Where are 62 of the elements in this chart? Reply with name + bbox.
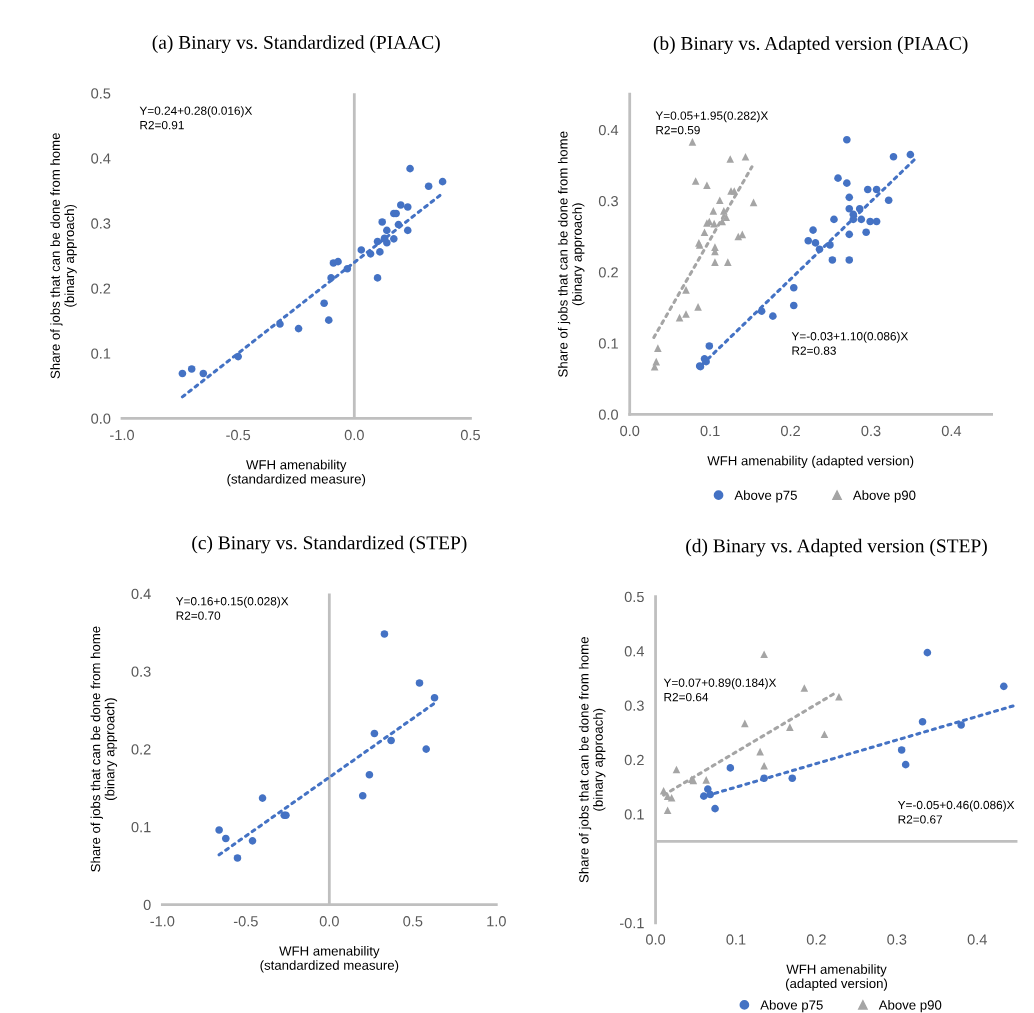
x-tick-label: 0.3 <box>887 934 907 945</box>
y-tick-label: 0.3 <box>131 666 151 677</box>
x-tick-label: -1.0 <box>110 429 135 441</box>
legend-label: Above p75 <box>734 490 797 503</box>
legend-label: Above p90 <box>878 999 942 1013</box>
x-tick-label: -1.0 <box>150 916 175 927</box>
x-tick-label: 0.0 <box>319 916 339 927</box>
x-tick-label: 0.4 <box>941 425 962 437</box>
x-tick-label: 0.2 <box>806 934 826 945</box>
y-tick-label: 0.2 <box>131 744 151 755</box>
y-axis-title: Share of jobs that can be done from home (binary approach) <box>90 626 118 872</box>
x-tick-label: 0.0 <box>645 934 666 945</box>
x-tick-label: -0.5 <box>233 916 258 927</box>
y-tick-label: 0.2 <box>91 283 111 294</box>
y-tick-label: 0.1 <box>91 348 111 359</box>
x-tick-label: 0.5 <box>460 429 480 441</box>
chart-title: (a) Binary vs. Standardized (PIAAC) <box>152 35 440 53</box>
y-tick-label: 0 <box>143 899 151 911</box>
annotation: Y=0.16+0.15(0.028)X R2=0.70 <box>175 596 289 620</box>
x-axis-title: WFH amenability (adapted version) <box>785 964 888 991</box>
annotation: Y=-0.03+1.10(0.086)X R2=0.83 <box>791 331 909 355</box>
y-tick-label: 0.4 <box>91 153 111 164</box>
chart-title: (d) Binary vs. Adapted version (STEP) <box>686 538 987 557</box>
x-tick-label: 0.0 <box>344 429 364 441</box>
x-tick-label: -0.5 <box>226 429 251 441</box>
chart-title: (b) Binary vs. Adapted version (PIAAC) <box>653 36 968 54</box>
y-tick-label: 0.4 <box>624 646 645 657</box>
y-tick-label: 0.4 <box>131 588 151 600</box>
y-axis-title: Share of jobs that can be done from home (binary approach) <box>50 133 77 379</box>
legend-label: Above p75 <box>760 999 823 1013</box>
x-axis-title: WFH amenability (adapted version) <box>707 455 914 468</box>
x-axis-title: WFH amenability (standardized measure) <box>227 459 366 487</box>
chart-title: (c) Binary vs. Standardized (STEP) <box>192 535 467 554</box>
y-tick-label: 0.3 <box>624 700 644 711</box>
y-tick-label: 0.5 <box>624 591 644 603</box>
y-tick-label: 0.2 <box>598 267 618 278</box>
annotation: Y=0.07+0.89(0.184)X R2=0.64 <box>663 678 777 702</box>
x-tick-label: 0.5 <box>403 916 423 927</box>
x-tick-label: 0.1 <box>726 934 746 945</box>
y-tick-label: 0.4 <box>598 124 619 136</box>
x-tick-label: 0.2 <box>780 425 800 437</box>
y-tick-label: 0.1 <box>624 809 644 820</box>
y-axis-title: Share of jobs that can be done from home (binary approach) <box>557 131 585 377</box>
legend-label: Above p90 <box>852 490 916 503</box>
y-tick-label: 0.2 <box>624 754 644 766</box>
annotation: Y=0.05+1.95(0.282)X R2=0.59 <box>655 111 769 135</box>
y-tick-label: 0.3 <box>598 196 618 207</box>
y-tick-label: 0.0 <box>598 409 619 420</box>
y-axis-title: Share of jobs that can be done from home (binary approach) <box>578 637 606 883</box>
annotation: Y=-0.05+0.46(0.086)X R2=0.67 <box>897 800 1015 824</box>
x-tick-label: 0.1 <box>700 425 720 437</box>
annotation: Y=0.24+0.28(0.016)X R2=0.91 <box>139 106 253 130</box>
x-tick-label: 1.0 <box>487 916 506 927</box>
x-axis-title: WFH amenability (standardized measure) <box>260 945 399 973</box>
y-tick-label: 0.3 <box>91 218 111 229</box>
y-tick-label: 0.1 <box>598 338 618 349</box>
y-tick-label: -0.1 <box>619 917 644 929</box>
y-tick-label: 0.1 <box>131 821 151 833</box>
y-tick-label: 0.0 <box>91 413 111 424</box>
x-tick-label: 0.3 <box>861 425 881 437</box>
y-tick-label: 0.5 <box>91 88 111 99</box>
x-tick-label: 0.4 <box>967 934 987 945</box>
